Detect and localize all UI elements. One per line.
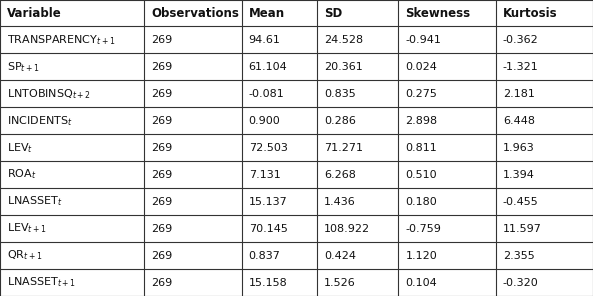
Text: 269: 269 [151,89,173,99]
Text: Kurtosis: Kurtosis [503,7,557,20]
Text: -0.455: -0.455 [503,197,538,207]
Text: 0.104: 0.104 [406,278,437,287]
Text: Observations: Observations [151,7,240,20]
Text: 1.963: 1.963 [503,143,535,153]
Text: SD: SD [324,7,342,20]
Text: 269: 269 [151,278,173,287]
Text: SP$_{t+1}$: SP$_{t+1}$ [7,60,40,74]
Text: LNASSET$_{t+1}$: LNASSET$_{t+1}$ [7,276,76,289]
Text: 2.355: 2.355 [503,250,535,260]
Text: 0.024: 0.024 [406,62,438,72]
Text: 0.286: 0.286 [324,116,356,126]
Text: 0.275: 0.275 [406,89,438,99]
Text: 0.510: 0.510 [406,170,437,180]
Text: INCIDENTS$_{t}$: INCIDENTS$_{t}$ [7,114,73,128]
Text: 94.61: 94.61 [248,35,280,45]
Text: 70.145: 70.145 [248,223,288,234]
Text: 269: 269 [151,170,173,180]
Text: -1.321: -1.321 [503,62,538,72]
Text: 71.271: 71.271 [324,143,363,153]
Text: 61.104: 61.104 [248,62,288,72]
Text: 0.835: 0.835 [324,89,356,99]
Text: -0.941: -0.941 [406,35,441,45]
Text: QR$_{t+1}$: QR$_{t+1}$ [7,249,43,263]
Text: LEV$_{t+1}$: LEV$_{t+1}$ [7,222,47,235]
Text: TRANSPARENCY$_{t+1}$: TRANSPARENCY$_{t+1}$ [7,33,116,46]
Text: 0.424: 0.424 [324,250,356,260]
Text: 24.528: 24.528 [324,35,363,45]
Text: 269: 269 [151,35,173,45]
Text: 15.137: 15.137 [248,197,288,207]
Text: -0.759: -0.759 [406,223,441,234]
Text: 6.268: 6.268 [324,170,356,180]
Text: 1.436: 1.436 [324,197,356,207]
Text: 15.158: 15.158 [248,278,288,287]
Text: 269: 269 [151,143,173,153]
Text: 11.597: 11.597 [503,223,542,234]
Text: 0.811: 0.811 [406,143,437,153]
Text: 20.361: 20.361 [324,62,363,72]
Text: 1.526: 1.526 [324,278,356,287]
Text: 1.394: 1.394 [503,170,535,180]
Text: 7.131: 7.131 [248,170,280,180]
Text: 269: 269 [151,223,173,234]
Text: -0.320: -0.320 [503,278,538,287]
Text: 269: 269 [151,62,173,72]
Text: Variable: Variable [7,7,62,20]
Text: 2.898: 2.898 [406,116,438,126]
Text: Skewness: Skewness [406,7,471,20]
Text: 72.503: 72.503 [248,143,288,153]
Text: ROA$_{t}$: ROA$_{t}$ [7,168,37,181]
Text: 2.181: 2.181 [503,89,535,99]
Text: 1.120: 1.120 [406,250,437,260]
Text: LNTOBINSQ$_{t+2}$: LNTOBINSQ$_{t+2}$ [7,87,91,101]
Text: 6.448: 6.448 [503,116,535,126]
Text: 0.180: 0.180 [406,197,437,207]
Text: 269: 269 [151,116,173,126]
Text: 269: 269 [151,197,173,207]
Text: -0.081: -0.081 [248,89,285,99]
Text: 0.837: 0.837 [248,250,280,260]
Text: 108.922: 108.922 [324,223,370,234]
Text: 0.900: 0.900 [248,116,280,126]
Text: LNASSET$_{t}$: LNASSET$_{t}$ [7,195,63,208]
Text: LEV$_{t}$: LEV$_{t}$ [7,141,33,155]
Text: 269: 269 [151,250,173,260]
Text: -0.362: -0.362 [503,35,538,45]
Text: Mean: Mean [248,7,285,20]
